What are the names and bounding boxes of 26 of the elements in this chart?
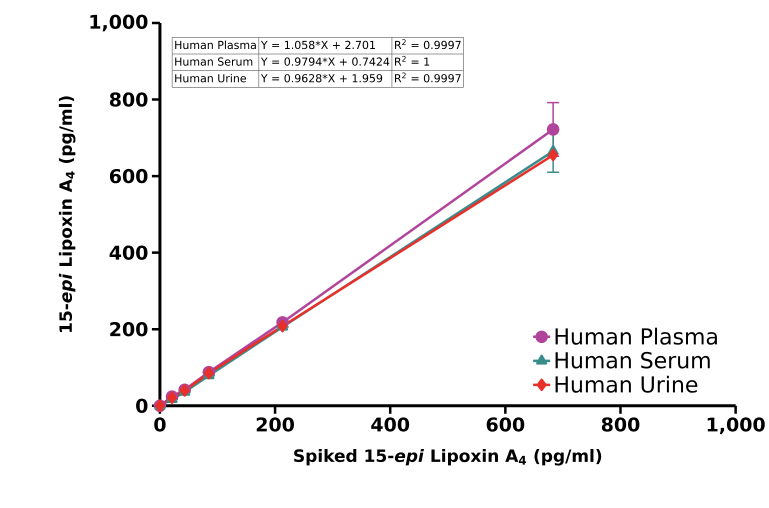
x-tick-label: 0	[154, 417, 166, 432]
annotation: R$^{2}$ = 0.9997	[395, 39, 461, 50]
y-tick-label: 800	[110, 92, 148, 107]
annotation: Human Plasma	[175, 40, 256, 50]
x-tick-label: 1,000	[708, 417, 765, 434]
legend-label: Human Serum	[556, 352, 710, 369]
y-tick-label: 600	[110, 169, 148, 184]
x-tick-label: 600	[486, 417, 524, 432]
legend-label: Human Urine	[556, 376, 698, 393]
x-tick-label: 200	[256, 417, 294, 432]
y-axis-title: 15-epi Lipoxin A$_{4}$ (pg/ml)	[58, 96, 76, 332]
annotation: Y = 0.9628*X + 1.959	[260, 74, 382, 83]
y-tick-label: 1,000	[90, 14, 148, 32]
annotation: Human Urine	[175, 74, 246, 83]
annotation: R$^{2}$ = 0.9997	[395, 72, 461, 83]
x-tick-label: 800	[602, 417, 640, 432]
legend-label: Human Plasma	[556, 328, 717, 345]
annotation: Y = 1.058*X + 2.701	[260, 40, 375, 50]
annotation: Y = 0.9794*X + 0.7424	[260, 58, 390, 66]
x-tick-label: 400	[371, 417, 410, 432]
x-axis-title: Spiked 15-epi Lipoxin A$_{4}$ (pg/ml)	[294, 449, 602, 466]
annotation: Human Serum	[175, 58, 252, 66]
y-tick-label: 400	[110, 246, 148, 260]
y-tick-label: 200	[110, 322, 148, 337]
y-tick-label: 0	[136, 398, 148, 414]
annotation: R$^{2}$ = 1	[395, 56, 430, 66]
